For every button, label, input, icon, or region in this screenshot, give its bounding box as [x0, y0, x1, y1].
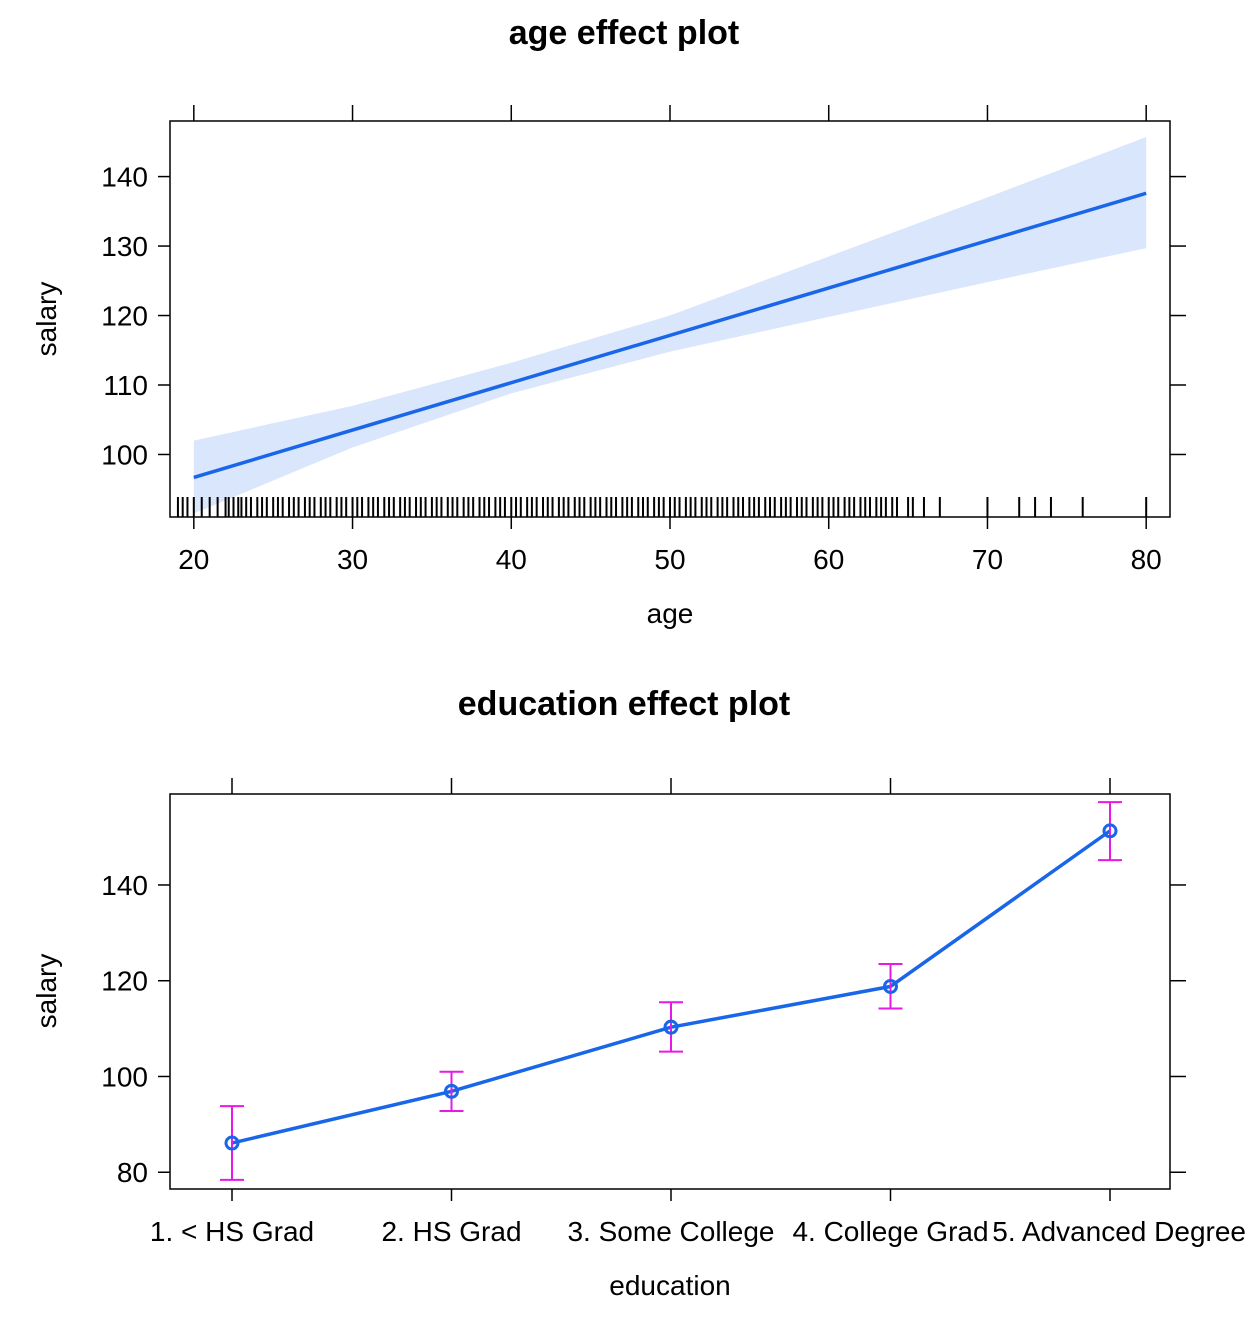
- y-tick-label: 130: [101, 231, 148, 262]
- x-tick-label: 3. Some College: [567, 1216, 774, 1247]
- errorbar-group: [220, 801, 1122, 1181]
- education-y-ticks: 80 100 120 140: [101, 870, 1186, 1188]
- age-x-ticks: 20 30 40 50 60 70 80: [178, 105, 1162, 575]
- education-x-axis-label: education: [609, 1270, 730, 1301]
- data-point: [883, 978, 898, 994]
- education-effect-panel: education effect plot 1. < HS Grad 2. HS …: [31, 685, 1246, 1301]
- x-tick-label: 70: [972, 544, 1003, 575]
- education-plot-frame: [169, 793, 1171, 1190]
- effect-line: [231, 829, 1112, 1145]
- y-tick-label: 120: [101, 301, 148, 332]
- confidence-band: [193, 136, 1147, 514]
- age-effect-panel: age effect plot 20 30 40 50 60 70 80 100 110 120…: [31, 14, 1186, 629]
- y-tick-label: 140: [101, 162, 148, 193]
- x-tick-label: 50: [654, 544, 685, 575]
- point-group: [224, 823, 1118, 1151]
- x-tick-label: 40: [496, 544, 527, 575]
- education-x-ticks: 1. < HS Grad 2. HS Grad 3. Some College 4. …: [150, 778, 1246, 1247]
- x-tick-label: 5. Advanced Degree: [992, 1216, 1246, 1247]
- data-point: [224, 1135, 240, 1151]
- y-tick-label: 110: [103, 370, 148, 401]
- x-tick-label: 80: [1131, 544, 1162, 575]
- education-chart-title: education effect plot: [458, 685, 790, 723]
- y-tick-label: 100: [101, 439, 148, 470]
- y-tick-label: 100: [101, 1061, 148, 1092]
- fitted-line-group: [193, 191, 1147, 480]
- age-y-ticks: 100 110 120 130 140: [101, 162, 1186, 470]
- age-chart-title: age effect plot: [509, 14, 739, 52]
- y-tick-label: 120: [101, 966, 148, 997]
- data-point: [1102, 823, 1118, 839]
- education-line-group: [231, 829, 1112, 1145]
- x-tick-label: 30: [337, 544, 368, 575]
- confidence-band-group: [193, 136, 1147, 514]
- age-y-axis-label: salary: [31, 282, 62, 357]
- rug-group: [176, 497, 1148, 517]
- x-tick-label: 4. College Grad: [792, 1216, 988, 1247]
- x-tick-label: 2. HS Grad: [381, 1216, 521, 1247]
- x-tick-label: 20: [178, 544, 209, 575]
- y-tick-label: 80: [117, 1157, 148, 1188]
- age-x-axis-label: age: [647, 598, 694, 629]
- y-tick-label: 140: [101, 870, 148, 901]
- data-point: [663, 1019, 679, 1035]
- fitted-line: [193, 191, 1147, 480]
- x-tick-label: 60: [813, 544, 844, 575]
- x-tick-label: 1. < HS Grad: [150, 1216, 314, 1247]
- education-y-axis-label: salary: [31, 954, 62, 1029]
- data-point: [444, 1083, 459, 1099]
